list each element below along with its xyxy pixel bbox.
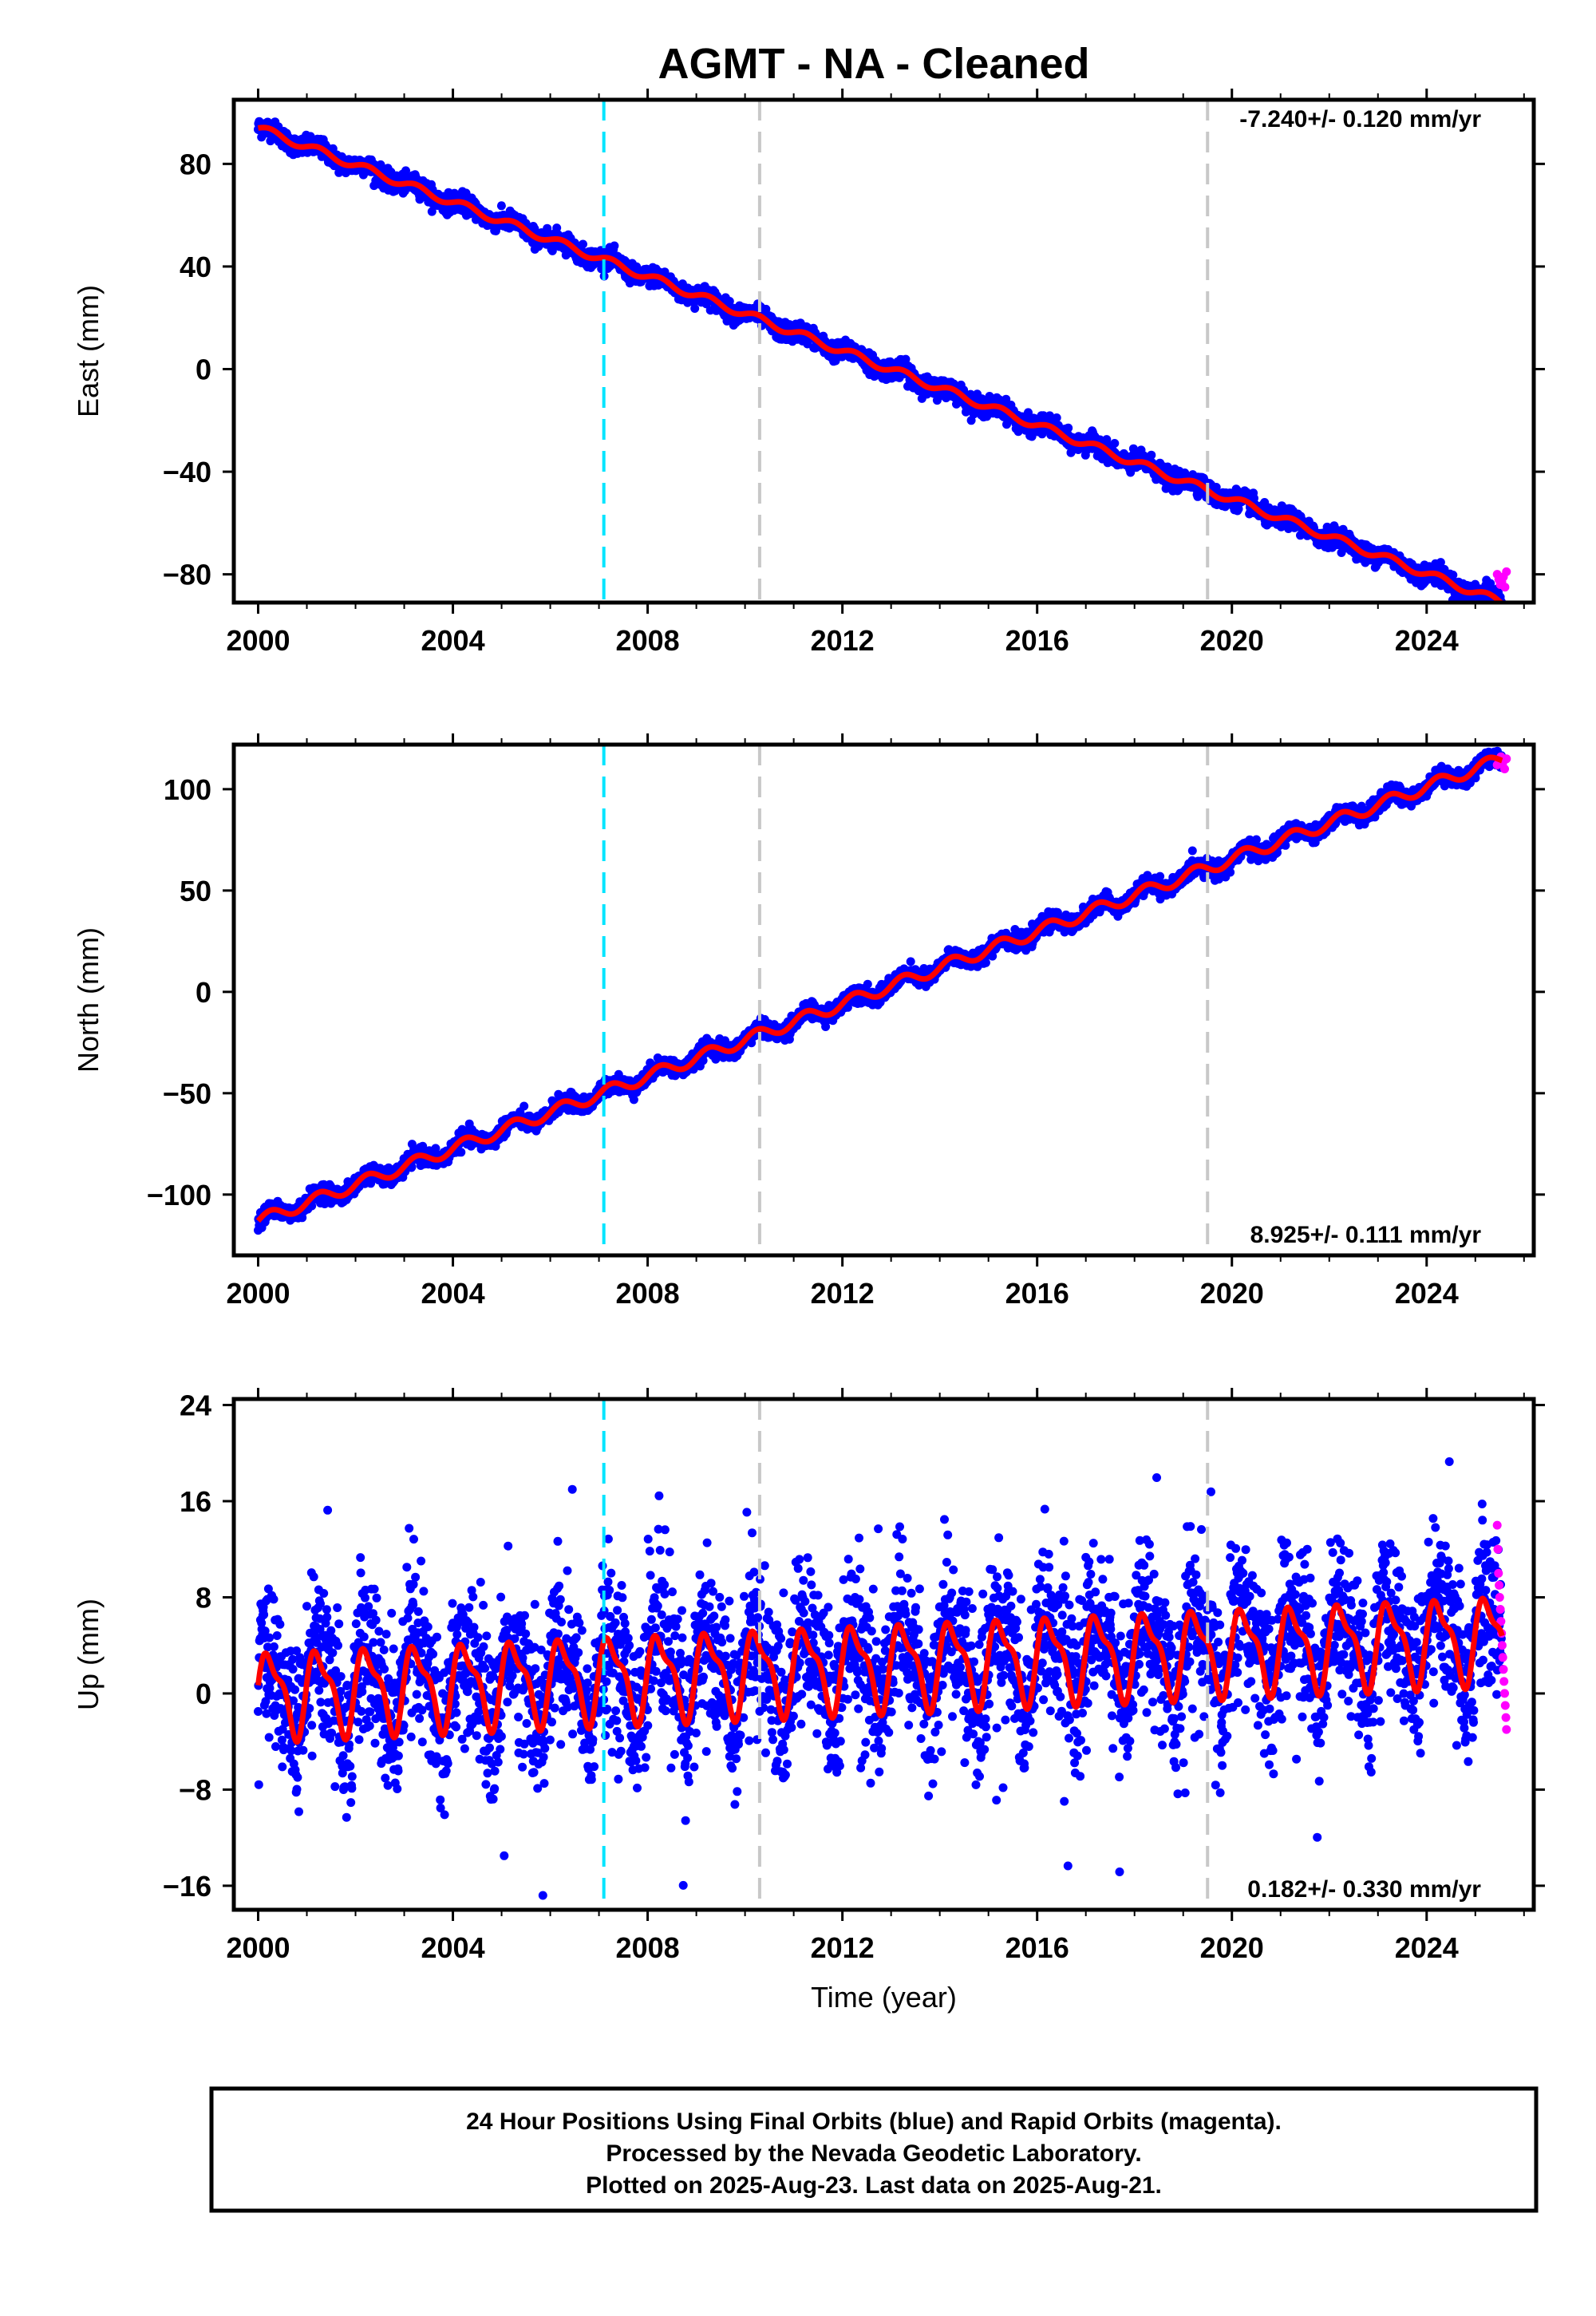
x-tick-label: 2008 (616, 624, 680, 657)
rapid-point (1500, 583, 1510, 592)
data-point (456, 1148, 466, 1157)
y-tick-label: 40 (180, 251, 211, 283)
data-point (1052, 413, 1061, 422)
x-tick-label: 2016 (1005, 624, 1069, 657)
rapid-point (1502, 567, 1511, 576)
y-tick-label: −40 (163, 456, 211, 488)
data-point (1001, 394, 1011, 404)
panel-east: 2000 2004 2008 2012 2016 2020 2024 −80 −40 0 40 80 E… (72, 89, 1545, 657)
panels-group: 2000 2004 2008 2012 2016 2020 2024 −80 −40 0 40 80 E… (72, 89, 1545, 2014)
plot-area-north (254, 745, 1511, 1255)
chart-title: AGMT - NA - Cleaned (658, 40, 1089, 88)
data-point (901, 354, 911, 364)
y-tick-label: 80 (180, 148, 211, 180)
x-tick-label: 2000 (226, 624, 290, 657)
data-point (1495, 604, 1503, 613)
y-tick-label: 0 (196, 354, 211, 386)
x-tick-label: 2012 (811, 624, 875, 657)
data-point (1147, 450, 1156, 460)
data-point (1024, 408, 1033, 417)
data-point (690, 304, 700, 313)
plot-area-east (254, 100, 1511, 613)
data-point (547, 246, 557, 255)
y-tick-label: −80 (163, 559, 211, 591)
data-point (1110, 439, 1120, 448)
panel-north: 2000 2004 2008 2012 2016 2020 2024−100−5005010… (72, 733, 1545, 1310)
data-point (761, 304, 771, 314)
data-point (610, 241, 619, 251)
data-point (1064, 423, 1073, 433)
data-point (725, 297, 734, 306)
x-tick-label: 2020 (1200, 624, 1264, 657)
y-axis-label: East (mm) (72, 285, 105, 417)
data-point (401, 166, 410, 176)
data-point (427, 207, 437, 216)
data-point (552, 223, 562, 233)
data-point (496, 201, 506, 211)
velocity-annotation: -7.240+/- 0.120 mm/yr (1239, 106, 1481, 132)
x-tick-label: 2024 (1395, 624, 1459, 657)
data-point (519, 1101, 529, 1111)
data-point (579, 239, 587, 249)
x-tick-label: 2004 (421, 624, 485, 657)
